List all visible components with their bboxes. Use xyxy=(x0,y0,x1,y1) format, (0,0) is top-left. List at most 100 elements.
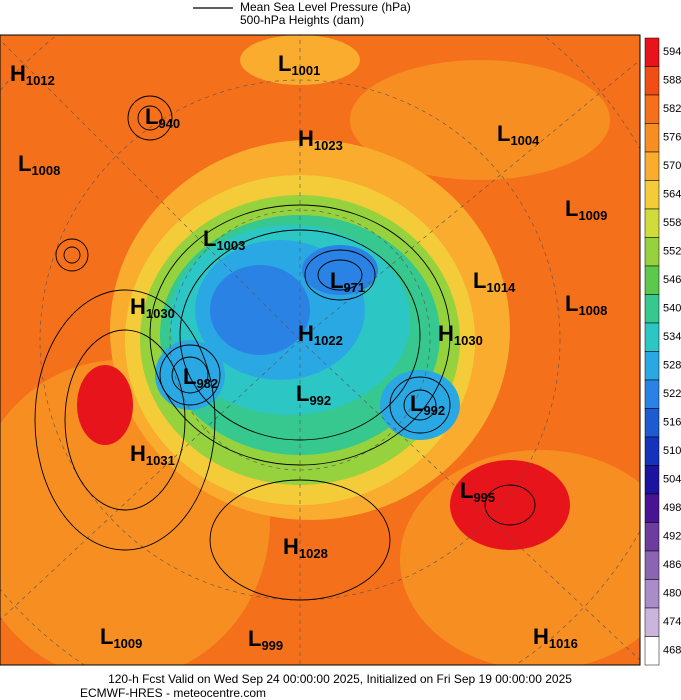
colorbar-swatch xyxy=(644,436,660,466)
center-kind: L xyxy=(203,226,216,251)
colorbar-label: 558 xyxy=(663,217,681,229)
center-kind: L xyxy=(145,104,158,129)
center-kind: L xyxy=(330,268,343,293)
center-kind: L xyxy=(410,391,423,416)
colorbar-swatch xyxy=(644,408,660,438)
pressure-center: H1022 xyxy=(298,321,343,349)
center-kind: H xyxy=(130,441,146,466)
center-value: 1014 xyxy=(486,280,516,295)
colorbar-swatch xyxy=(644,66,660,96)
legend-text: Mean Sea Level Pressure (hPa) xyxy=(240,0,411,14)
center-kind: L xyxy=(473,268,486,293)
pressure-center: L1008 xyxy=(18,151,60,179)
center-value: 1016 xyxy=(549,636,578,651)
center-value: 992 xyxy=(423,403,445,418)
center-value: 1008 xyxy=(31,163,60,178)
colorbar-swatch xyxy=(644,607,660,637)
center-kind: H xyxy=(10,61,26,86)
pressure-center: L940 xyxy=(145,104,180,132)
center-value: 1004 xyxy=(510,133,540,148)
colorbar-label: 588 xyxy=(663,75,681,87)
colorbar-swatch xyxy=(644,522,660,552)
pressure-centers: H1012L1001L940H1023L1004L1008L1009L1003L… xyxy=(10,51,607,654)
pressure-center: L982 xyxy=(183,364,218,392)
center-kind: H xyxy=(298,126,314,151)
center-kind: H xyxy=(438,321,454,346)
pressure-center: L1003 xyxy=(203,226,245,254)
center-kind: L xyxy=(460,478,473,503)
footer-text: 120-h Fcst Valid on Wed Sep 24 00:00:00 … xyxy=(108,672,572,686)
colorbar-label: 492 xyxy=(663,531,681,543)
colorbar-swatch xyxy=(644,322,660,352)
colorbar-swatch xyxy=(644,94,660,124)
center-value: 1009 xyxy=(578,208,607,223)
pressure-center: L992 xyxy=(410,391,445,419)
map-frame xyxy=(0,34,641,666)
isobars xyxy=(34,95,536,601)
colorbar-swatch xyxy=(644,123,660,153)
colorbar-swatch xyxy=(644,208,660,238)
colorbar-label: 564 xyxy=(663,189,681,201)
footer-text: ECMWF-HRES - meteocentre.com xyxy=(80,686,266,700)
center-value: 995 xyxy=(473,490,495,505)
colorbar-swatch xyxy=(644,180,660,210)
center-kind: H xyxy=(298,321,314,346)
center-kind: L xyxy=(18,151,31,176)
center-value: 1023 xyxy=(314,138,343,153)
pressure-center: H1030 xyxy=(130,294,175,322)
colorbar-swatch xyxy=(644,579,660,609)
colorbar-label: 594 xyxy=(663,46,681,58)
colorbar-swatch xyxy=(644,265,660,295)
center-kind: L xyxy=(183,364,196,389)
center-kind: L xyxy=(296,381,309,406)
colorbar-swatch xyxy=(644,379,660,409)
colorbar-label: 582 xyxy=(663,103,681,115)
colorbar-label: 498 xyxy=(663,502,681,514)
colorbar-label: 534 xyxy=(663,331,681,343)
center-kind: H xyxy=(283,534,299,559)
center-value: 1030 xyxy=(454,333,483,348)
center-kind: L xyxy=(100,624,113,649)
center-value: 1030 xyxy=(146,306,175,321)
center-value: 1022 xyxy=(314,333,343,348)
pressure-center: H1016 xyxy=(533,624,578,652)
pressure-center: L1009 xyxy=(565,196,607,224)
colorbar-label: 504 xyxy=(663,474,681,486)
pressure-center: H1012 xyxy=(10,61,55,89)
colorbar: 594 588 582 576 570 564 558 552 546 540 534 528 522 5… xyxy=(644,37,681,666)
center-value: 1031 xyxy=(146,453,175,468)
center-value: 992 xyxy=(309,393,331,408)
colorbar-label: 570 xyxy=(663,160,681,172)
colorbar-swatch xyxy=(644,636,660,666)
center-value: 1009 xyxy=(113,636,142,651)
colorbar-label: 516 xyxy=(663,417,681,429)
pressure-center: L1004 xyxy=(497,121,540,149)
center-kind: L xyxy=(278,51,291,76)
colorbar-label: 552 xyxy=(663,246,681,258)
center-kind: L xyxy=(565,196,578,221)
colorbar-label: 546 xyxy=(663,274,681,286)
center-value: 971 xyxy=(343,280,365,295)
pressure-center: H1031 xyxy=(130,441,175,469)
pressure-center: L995 xyxy=(460,478,495,506)
center-value: 999 xyxy=(261,638,283,653)
colorbar-label: 486 xyxy=(663,559,681,571)
center-value: 982 xyxy=(196,376,218,391)
pressure-center: H1023 xyxy=(298,126,343,154)
colorbar-label: 510 xyxy=(663,445,681,457)
colorbar-label: 576 xyxy=(663,132,681,144)
colorbar-swatch xyxy=(644,294,660,324)
colorbar-label: 540 xyxy=(663,303,681,315)
colorbar-swatch xyxy=(644,37,660,67)
center-kind: L xyxy=(248,626,261,651)
center-value: 1008 xyxy=(578,303,607,318)
colorbar-swatch xyxy=(644,351,660,381)
center-value: 1012 xyxy=(26,73,55,88)
colorbar-label: 468 xyxy=(663,645,681,657)
center-value: 1001 xyxy=(291,63,320,78)
colorbar-label: 474 xyxy=(663,616,681,628)
pressure-center: L1014 xyxy=(473,268,516,296)
pressure-center: L1001 xyxy=(278,51,320,79)
center-kind: L xyxy=(565,291,578,316)
